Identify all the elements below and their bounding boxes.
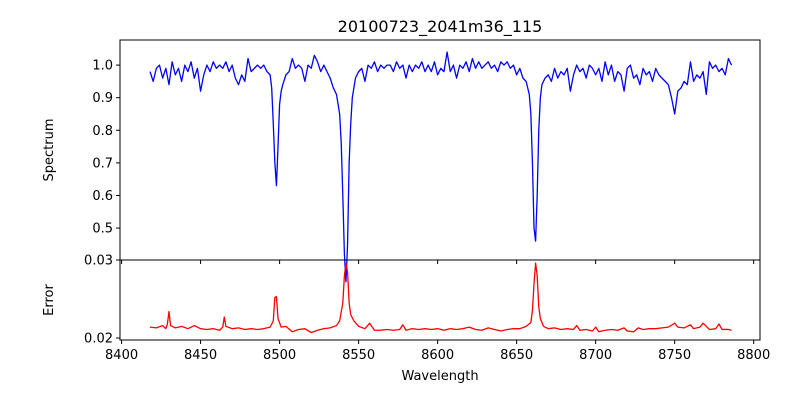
error-series-line [149, 262, 732, 334]
spectrum-axes-frame [119, 39, 761, 261]
spectrum-ylabel: Spectrum [42, 119, 57, 182]
spectrum-ytick-label: 0.9 [92, 91, 113, 106]
spectrum-ytick-label: 0.5 [92, 222, 113, 237]
xtick-label: 8700 [579, 348, 612, 363]
spectrum-ytick-label: 1.0 [92, 59, 113, 74]
xtick-label: 8800 [737, 348, 770, 363]
spectrum-ytick-label: 0.8 [92, 124, 113, 139]
spectrum-ytick-label: 0.6 [92, 189, 113, 204]
error-ytick-label: 0.02 [84, 332, 113, 347]
spectrum-panel: 0.5 0.6 0.7 0.8 0.9 1.0 [92, 39, 761, 283]
error-panel: 0.02 0.03 8400 8450 8500 8550 8600 8650 8700 8750… [84, 254, 770, 364]
error-axes-frame [119, 259, 761, 341]
spectrum-series-line [149, 51, 733, 283]
spectrum-ytick-label: 0.7 [92, 156, 113, 171]
xtick-label: 8450 [184, 348, 217, 363]
error-ytick-label: 0.03 [84, 254, 113, 269]
x-axis-label: Wavelength [401, 369, 478, 384]
xtick-label: 8500 [263, 348, 296, 363]
xtick-label: 8750 [658, 348, 691, 363]
error-ylabel: Error [42, 284, 57, 316]
xtick-label: 8550 [342, 348, 375, 363]
xtick-label: 8600 [421, 348, 454, 363]
chart-title: 20100723_2041m36_115 [338, 17, 543, 37]
xtick-label: 8650 [500, 348, 533, 363]
xtick-label: 8400 [105, 348, 138, 363]
